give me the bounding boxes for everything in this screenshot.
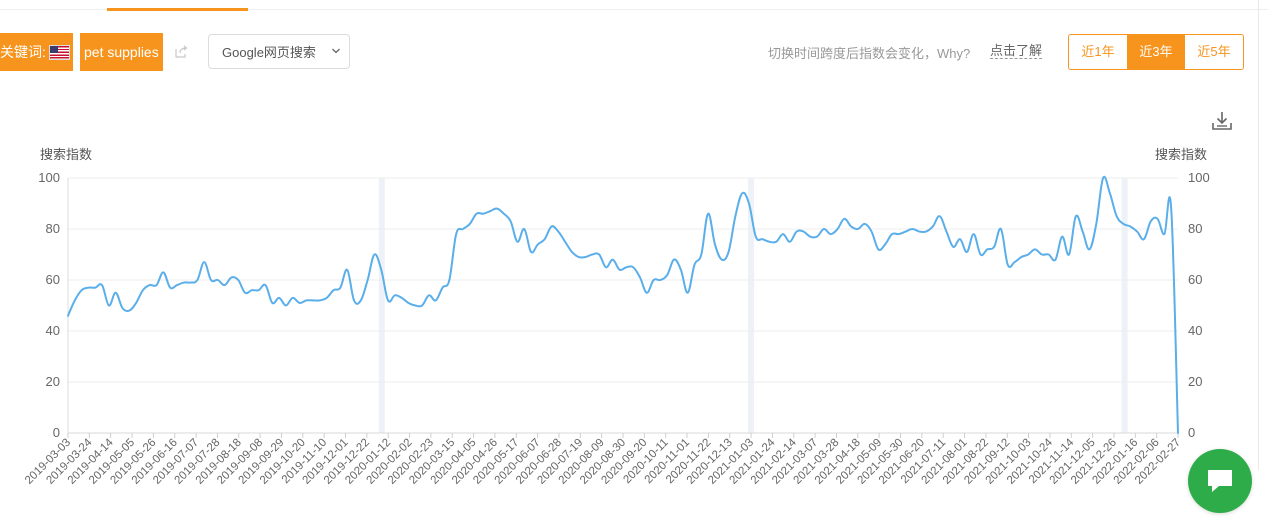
y-tick-label-left: 40	[46, 323, 60, 338]
time-range-group: 近1年 近3年 近5年	[1068, 34, 1244, 70]
y-axis-title-left: 搜索指数	[40, 147, 92, 162]
year-boundary-band	[378, 178, 385, 433]
year-boundary-band	[1121, 178, 1128, 433]
search-engine-select[interactable]: Google网页搜索	[208, 34, 350, 69]
range-3y-button[interactable]: 近3年	[1127, 35, 1185, 69]
active-tab-indicator	[107, 8, 248, 11]
range-1y-button[interactable]: 近1年	[1069, 35, 1127, 69]
chat-icon	[1208, 470, 1232, 492]
y-tick-label-left: 0	[53, 425, 60, 440]
share-icon[interactable]	[175, 45, 188, 58]
keyword-chip[interactable]: pet supplies	[80, 33, 163, 71]
search-index-line	[67, 175, 1179, 434]
y-tick-label-right: 20	[1188, 374, 1202, 389]
chat-button[interactable]	[1188, 449, 1252, 513]
chevron-down-icon	[332, 48, 340, 54]
y-tick-label-right: 40	[1188, 323, 1202, 338]
search-engine-value: Google网页搜索	[222, 45, 316, 60]
y-axis-title-right: 搜索指数	[1155, 147, 1207, 162]
top-divider	[0, 9, 1268, 10]
time-span-hint: 切换时间跨度后指数会变化，Why?	[768, 46, 971, 61]
keyword-label: 关键词:	[0, 33, 73, 71]
y-tick-label-right: 100	[1188, 170, 1210, 185]
year-boundary-band	[748, 178, 755, 433]
y-tick-label-left: 20	[46, 374, 60, 389]
y-tick-label-left: 60	[46, 272, 60, 287]
y-tick-label-right: 80	[1188, 221, 1202, 236]
y-tick-label-right: 0	[1188, 425, 1195, 440]
panel-right-border	[1258, 0, 1259, 470]
us-flag-icon	[48, 44, 70, 60]
download-icon[interactable]	[1211, 110, 1233, 132]
y-tick-label-left: 100	[38, 170, 60, 185]
y-tick-label-left: 80	[46, 221, 60, 236]
range-5y-button[interactable]: 近5年	[1185, 35, 1243, 69]
y-tick-label-right: 60	[1188, 272, 1202, 287]
keyword-label-text: 关键词:	[0, 44, 46, 60]
learn-more-link[interactable]: 点击了解	[990, 43, 1043, 59]
